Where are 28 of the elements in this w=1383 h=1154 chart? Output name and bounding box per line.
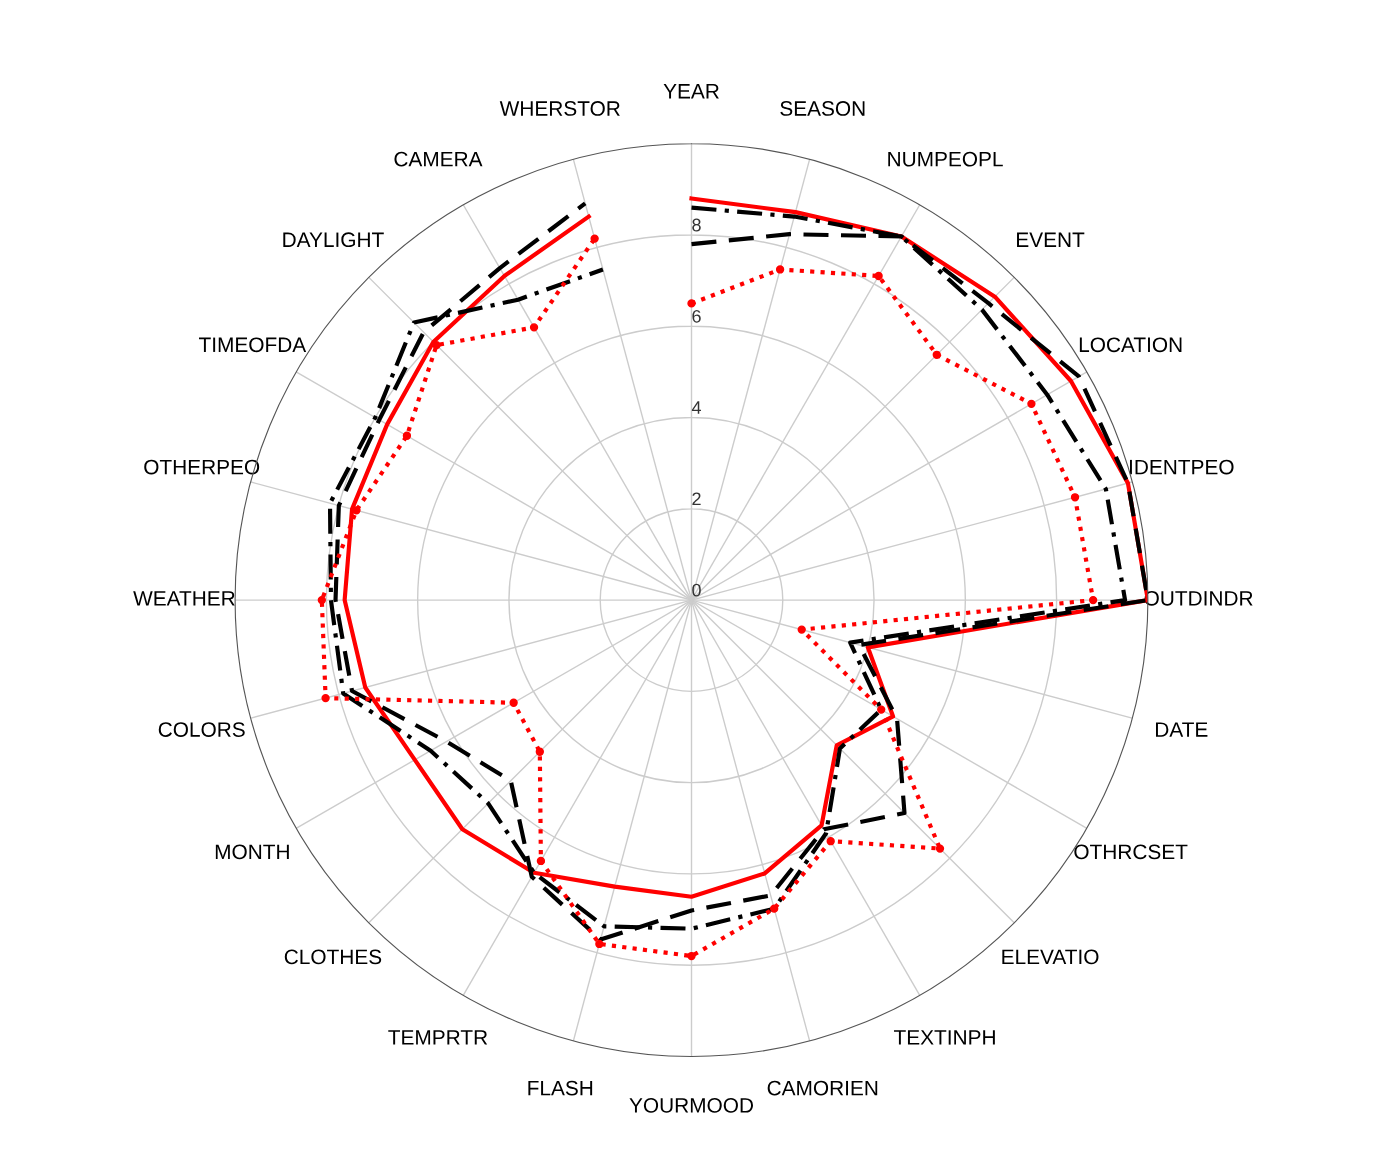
- spoke-label: DAYLIGHT: [283, 232, 384, 248]
- y-tick-label: 6: [692, 309, 701, 323]
- spoke-label: CAMERA: [394, 151, 483, 167]
- spoke-label: MONTH: [215, 844, 289, 860]
- spoke-label: WHERSTOR: [499, 101, 620, 116]
- spoke-label: CAMORIEN: [767, 1080, 878, 1096]
- spoke-label: EVENT: [1017, 232, 1085, 247]
- spoke-label: WEATHER: [133, 591, 235, 606]
- spoke-label: SEASON: [780, 101, 865, 116]
- y-tick-label: 2: [692, 492, 701, 506]
- spoke-label: NUMPEOPL: [888, 151, 1003, 167]
- y-tick-label: 0: [692, 583, 701, 597]
- spoke-label: IDENTPEO: [1129, 459, 1234, 475]
- spoke-label: DATE: [1156, 722, 1208, 737]
- y-tick-label: 8: [692, 218, 701, 232]
- spoke-label: YOURMOOD: [629, 1098, 753, 1113]
- spoke-label: OTHRCSET: [1074, 844, 1188, 860]
- spoke-label: YEAR: [663, 84, 719, 99]
- y-tick-label: 4: [691, 401, 702, 414]
- spoke-label: FLASH: [528, 1080, 593, 1096]
- spoke-label: LOCATION: [1079, 337, 1182, 353]
- spoke-label: TIMEOFDA: [199, 337, 307, 353]
- spoke-label: TEXTINPH: [894, 1030, 995, 1045]
- spoke-label: TEMPRTR: [388, 1030, 488, 1045]
- spoke-label: OTHERPEO: [144, 459, 260, 475]
- spoke-label: CLOTHES: [284, 949, 382, 965]
- spoke-label: ELEVATIO: [1002, 949, 1099, 965]
- spoke-label: COLORS: [158, 722, 245, 737]
